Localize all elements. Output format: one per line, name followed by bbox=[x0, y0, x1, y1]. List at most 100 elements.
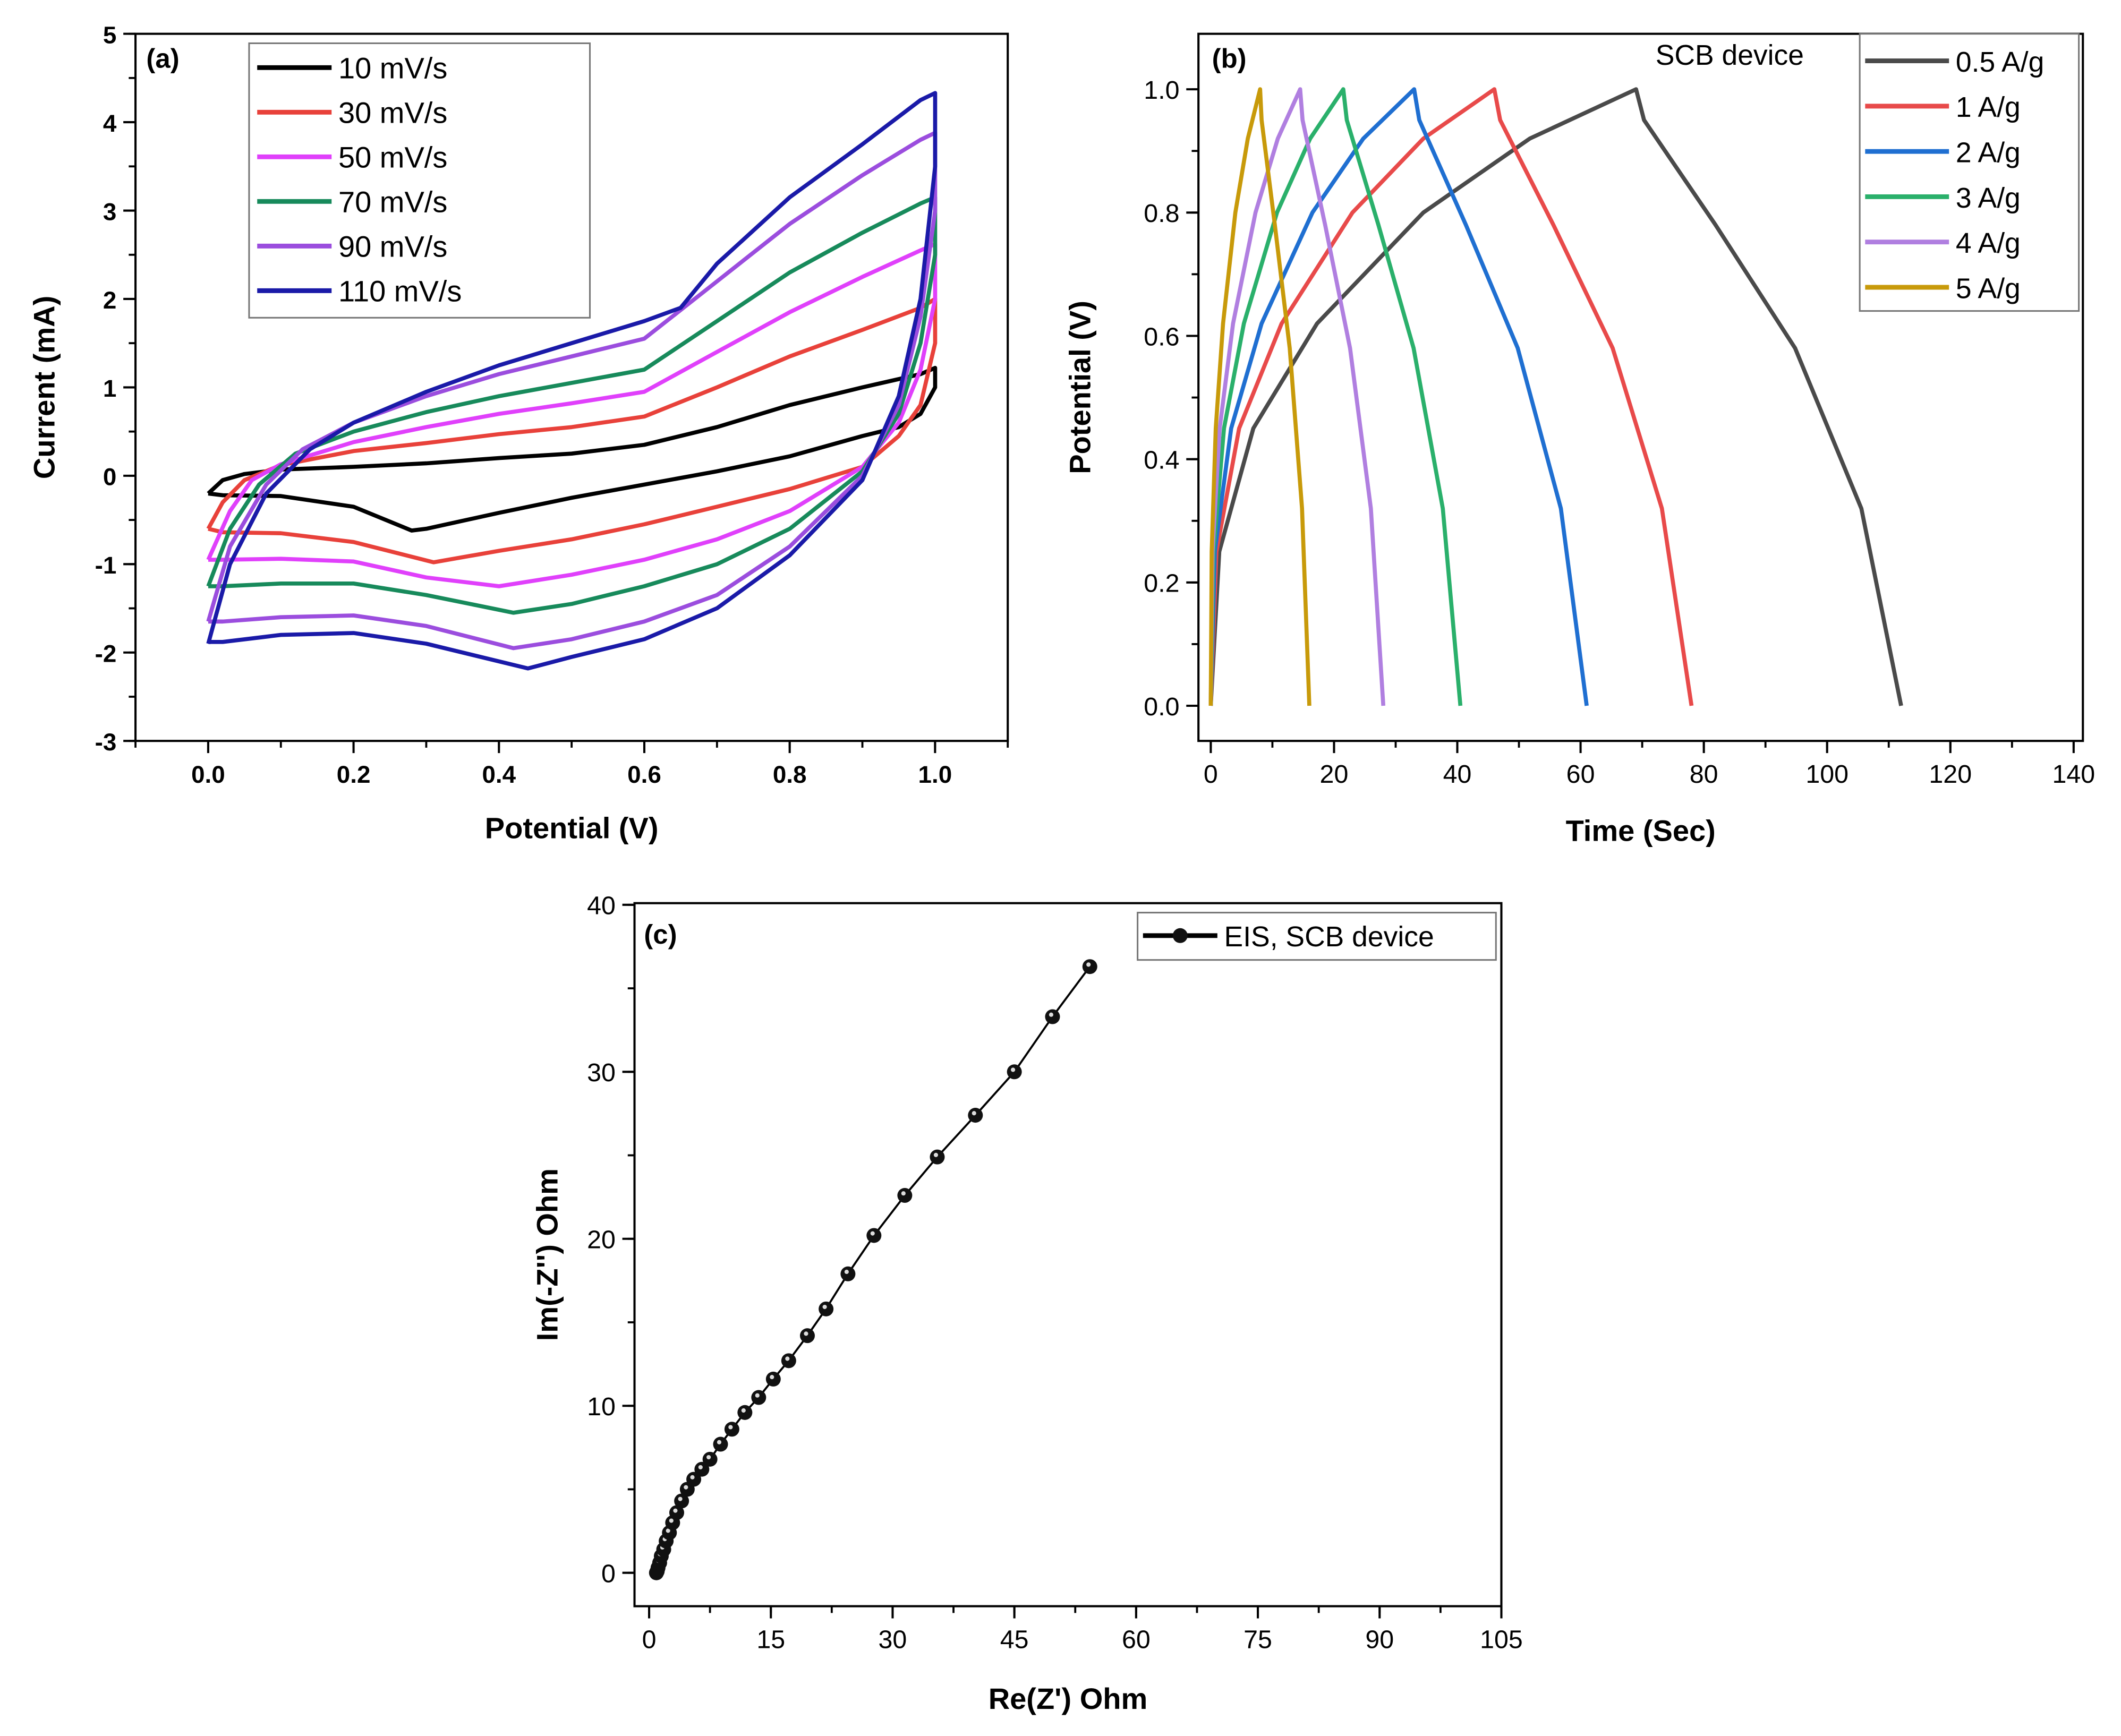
y-tick-label: 0.4 bbox=[1144, 446, 1179, 474]
data-point-highlight bbox=[804, 1331, 808, 1336]
series-line-70-mV-s bbox=[206, 195, 938, 615]
y-tick-label: 0 bbox=[103, 464, 116, 491]
data-point bbox=[968, 1108, 983, 1123]
y-tick-label: -1 bbox=[95, 552, 117, 579]
legend-label: 50 mV/s bbox=[338, 141, 447, 174]
x-tick-label: 75 bbox=[1243, 1626, 1272, 1654]
data-point bbox=[674, 1493, 689, 1509]
y-tick-label: 20 bbox=[587, 1226, 616, 1254]
data-point-highlight bbox=[933, 1152, 939, 1157]
data-point bbox=[702, 1451, 718, 1467]
x-tick-label: 0.0 bbox=[191, 761, 225, 788]
data-point bbox=[1007, 1064, 1022, 1080]
data-point-highlight bbox=[844, 1269, 849, 1275]
data-point bbox=[724, 1422, 739, 1437]
plot-area bbox=[649, 959, 1097, 1580]
data-point-highlight bbox=[770, 1375, 774, 1380]
x-tick-label: 60 bbox=[1566, 760, 1595, 789]
data-point bbox=[694, 1461, 710, 1477]
y-tick-label: 1 bbox=[103, 375, 116, 402]
data-point-highlight bbox=[755, 1393, 760, 1398]
x-tick-label: 60 bbox=[1122, 1626, 1151, 1654]
data-point-highlight bbox=[741, 1408, 746, 1413]
data-point bbox=[799, 1328, 815, 1344]
y-tick-label: 1.0 bbox=[1144, 76, 1179, 105]
series-line-10-mV-s bbox=[207, 365, 938, 533]
x-tick-label: 100 bbox=[1805, 760, 1849, 789]
x-tick-label: 0.2 bbox=[337, 761, 371, 788]
data-point-highlight bbox=[690, 1475, 695, 1480]
plot-area bbox=[206, 91, 938, 671]
legend-marker bbox=[1172, 928, 1188, 943]
x-tick-label: 120 bbox=[1929, 760, 1972, 789]
data-point bbox=[765, 1371, 781, 1387]
plot-frame bbox=[633, 902, 1503, 1607]
data-point bbox=[930, 1149, 945, 1165]
data-point-highlight bbox=[1049, 1012, 1053, 1017]
legend: SCB device 0.5 A/g 1 A/g 2 A/g 3 A/g 4 A/g 5 A… bbox=[1656, 33, 2080, 312]
series-line-110-mV-s bbox=[206, 91, 938, 671]
x-tick-label: 15 bbox=[756, 1626, 785, 1654]
y-axis-title: Potential (V) bbox=[1063, 301, 1097, 474]
legend: EIS, SCB device bbox=[1137, 911, 1497, 961]
y-tick-label: 3 bbox=[103, 198, 116, 225]
legend-label: 0.5 A/g bbox=[1956, 47, 2044, 78]
series-line-4-A-g bbox=[1208, 87, 1386, 706]
x-tick-label: 90 bbox=[1365, 1626, 1394, 1654]
series-line-2-A-g bbox=[1208, 87, 1589, 706]
y-axis-title: Current (mA) bbox=[27, 296, 61, 479]
data-point bbox=[840, 1266, 856, 1281]
data-point-highlight bbox=[785, 1356, 790, 1361]
x-tick-label: 30 bbox=[879, 1626, 907, 1654]
x-tick-label: 0 bbox=[642, 1626, 657, 1654]
data-point-highlight bbox=[870, 1231, 875, 1236]
data-point bbox=[686, 1472, 702, 1487]
y-tick-label: -3 bbox=[95, 729, 117, 756]
x-axis-title: Time (Sec) bbox=[1566, 814, 1716, 848]
panel-a: 0.0 0.2 0.4 0.6 0.8 1.0 -3 -2 -1 0 1 2 3 4 5 Potential … bbox=[27, 21, 1009, 844]
y-tick-label: 40 bbox=[587, 892, 616, 920]
data-point bbox=[1082, 959, 1097, 974]
data-point bbox=[737, 1405, 753, 1420]
x-tick-label: 1.0 bbox=[918, 761, 952, 788]
data-point-highlight bbox=[678, 1496, 683, 1501]
data-point bbox=[1045, 1009, 1060, 1024]
data-point bbox=[897, 1188, 913, 1203]
y-tick-label: 2 bbox=[103, 287, 116, 314]
data-point-highlight bbox=[728, 1425, 733, 1430]
legend-label: 5 A/g bbox=[1956, 273, 2021, 304]
data-point bbox=[866, 1228, 882, 1243]
panel-label: (a) bbox=[146, 43, 179, 73]
legend-title: SCB device bbox=[1656, 40, 1804, 71]
x-tick-label: 80 bbox=[1690, 760, 1718, 789]
y-tick-label: 0.2 bbox=[1144, 569, 1179, 598]
data-point-highlight bbox=[673, 1508, 678, 1513]
data-point bbox=[713, 1436, 728, 1452]
data-point-highlight bbox=[901, 1191, 906, 1196]
legend-label: 70 mV/s bbox=[338, 185, 447, 219]
y-tick-label: 0.6 bbox=[1144, 322, 1179, 351]
x-tick-label: 0 bbox=[1204, 760, 1218, 789]
series-line-1-A-g bbox=[1208, 87, 1694, 706]
series-line-50-mV-s bbox=[206, 242, 938, 588]
x-tick-label: 0.4 bbox=[482, 761, 516, 788]
series-line-3-A-g bbox=[1208, 87, 1463, 706]
panel-label: (c) bbox=[644, 919, 677, 950]
y-tick-label: 30 bbox=[587, 1058, 616, 1087]
y-tick-label: 4 bbox=[103, 110, 117, 137]
y-tick-label: 5 bbox=[103, 21, 116, 48]
data-point-highlight bbox=[669, 1518, 674, 1523]
legend-label: 90 mV/s bbox=[338, 230, 447, 263]
y-tick-label: 10 bbox=[587, 1392, 616, 1421]
legend-label: 2 A/g bbox=[1956, 138, 2021, 169]
legend: 10 mV/s 30 mV/s 50 mV/s 70 mV/s 90 mV/s 110 m… bbox=[248, 42, 591, 319]
x-tick-label: 0.8 bbox=[773, 761, 807, 788]
data-point bbox=[819, 1301, 834, 1316]
series-line-0-5-A-g bbox=[1208, 87, 1903, 706]
legend-label: 110 mV/s bbox=[338, 275, 462, 308]
data-point-highlight bbox=[1086, 962, 1091, 967]
legend-label: 1 A/g bbox=[1956, 92, 2021, 123]
plot-area bbox=[1208, 87, 1903, 706]
plot-frame bbox=[1197, 32, 2084, 742]
